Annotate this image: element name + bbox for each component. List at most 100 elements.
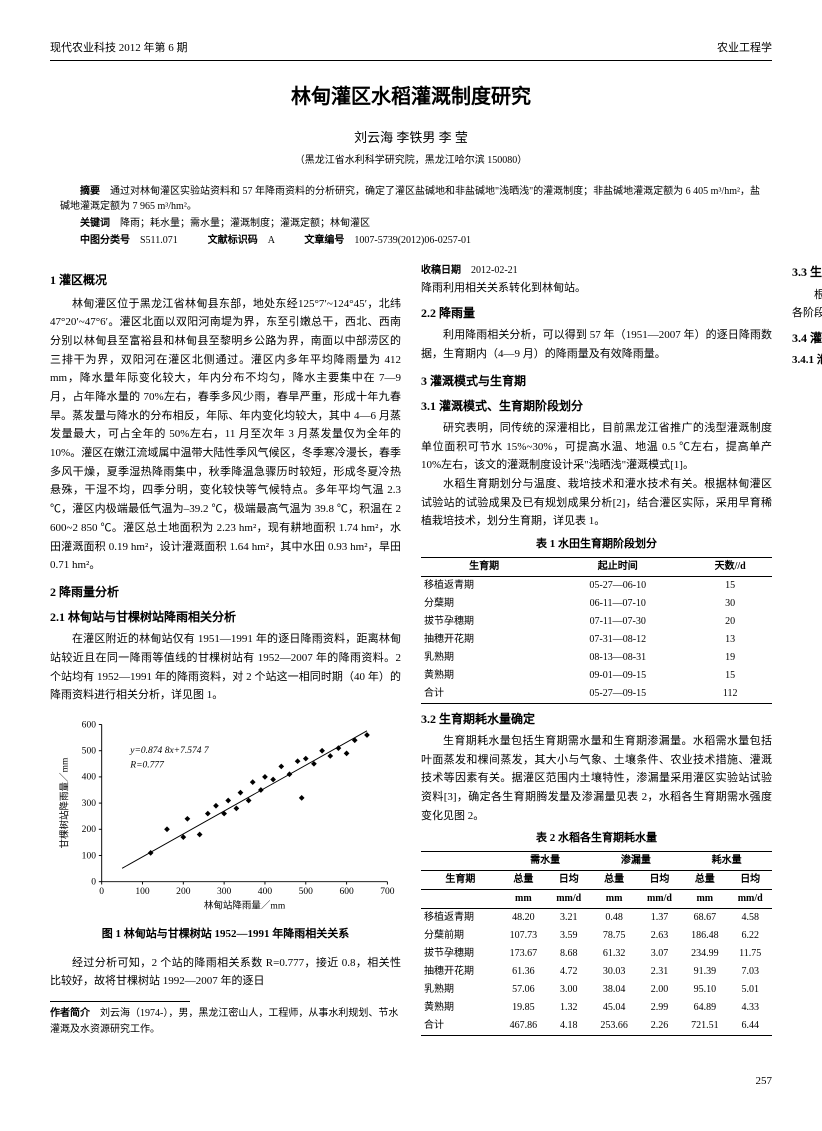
table-row: 黄熟期19.851.3245.042.9964.894.33 [421,999,772,1017]
figure-1: 0100200300400500600700010020030040050060… [50,715,401,944]
table-row: 抽穗开花期07-31—08-1213 [421,631,772,649]
table-header: 生育期 [421,870,500,889]
sec32-heading: 3.2 生育期耗水量确定 [421,710,772,729]
abstract-text: 通过对林甸灌区实验站资料和 57 年降雨资料的分析研究，确定了灌区盐碱地和非盐碱… [60,186,760,212]
header-left: 现代农业科技 2012 年第 6 期 [50,40,188,58]
sec1-heading: 1 灌区概况 [50,271,401,290]
sec31-text1: 研究表明，同传统的深灌相比，目前黑龙江省推广的浅型灌溉制度单位面积可节水 15%… [421,419,772,475]
table-unit: mm/d [547,889,591,908]
clc: S511.071 [140,235,178,246]
date-fn-text: 2012-02-21 [471,265,518,276]
abstract-block: 摘要 通过对林甸灌区实验站资料和 57 年降雨资料的分析研究，确定了灌区盐碱地和… [50,184,772,248]
table-row: 拔节孕穗期07-11—07-3020 [421,613,772,631]
svg-text:600: 600 [82,720,97,730]
table-row: 黄熟期09-01—09-1515 [421,667,772,685]
svg-text:200: 200 [176,887,191,897]
table-row: 合计05-27—09-15112 [421,685,772,704]
sec21-text1: 在灌区附近的林甸站仅有 1951—1991 年的逐日降雨资料，距离林甸站较近且在… [50,630,401,705]
svg-text:100: 100 [82,851,97,861]
table-group-header: 需水量 [500,851,591,870]
art-label: 文章编号 [304,235,344,246]
continued-note: （下转第 264 页） [792,370,822,388]
svg-text:0: 0 [99,887,104,897]
sec2-heading: 2 降雨量分析 [50,583,401,602]
page-number: 257 [50,1073,772,1091]
table-header: 日均 [728,870,772,889]
sec33-heading: 3.3 生育期各阶段水层控制 [792,263,822,282]
table-row: 拔节孕穗期173.678.6861.323.07234.9911.75 [421,945,772,963]
table-header: 起止时间 [547,557,688,576]
table-unit: mm [681,889,728,908]
body-columns: 1 灌区概况 林甸灌区位于黑龙江省林甸县东部，地处东经125°7′~124°45… [50,263,772,1053]
table-row: 乳熟期57.063.0038.042.0095.105.01 [421,981,772,999]
svg-text:400: 400 [258,887,273,897]
sec33-text: 根据林甸试验站观测资料，参照相关资料进行合理分析，确定水稻各阶段适宜水层，详见表… [792,286,822,323]
author-fn-text: 刘云海（1974-），男，黑龙江密山人，工程师，从事水利规划、节水灌溉及水资源研… [50,1008,398,1035]
svg-text:0: 0 [91,878,96,888]
sec31-text2: 水稻生育期划分与温度、栽培技术和灌水技术有关。根据林甸灌区试验站的试验成果及已有… [421,475,772,531]
svg-text:300: 300 [82,799,97,809]
table1-caption: 表 1 水田生育期阶段划分 [421,536,772,554]
table2-caption: 表 2 水稻各生育期耗水量 [421,830,772,848]
col2-continuation: 降雨利用相关关系转化到林甸站。 [421,279,772,298]
authors: 刘云海 李铁男 李 莹 [50,128,772,149]
fig1-caption: 图 1 林甸站与甘棵树站 1952—1991 年降雨相关关系 [50,926,401,944]
sec21-heading: 2.1 林甸站与甘棵树站降雨相关分析 [50,608,401,627]
table-group-header: 渗漏量 [591,851,682,870]
doc-label: 文献标识码 [208,235,258,246]
svg-text:100: 100 [135,887,150,897]
sec22-text: 利用降雨相关分析，可以得到 57 年（1951—2007 年）的逐日降雨数据，生… [421,326,772,363]
affiliation: （黑龙江省水利科学研究院，黑龙江哈尔滨 150080） [50,153,772,169]
table-1: 生育期起止时间天数//d移植返青期05-27—06-1015分蘖期06-11—0… [421,557,772,704]
scatter-chart: 0100200300400500600700010020030040050060… [50,715,401,915]
sec1-text: 林甸灌区位于黑龙江省林甸县东部，地处东经125°7′~124°45′，北纬 47… [50,295,401,575]
table-header: 日均 [638,870,682,889]
table-row: 抽穗开花期61.364.7230.032.3191.397.03 [421,963,772,981]
svg-text:y=0.874 8x+7.574 7: y=0.874 8x+7.574 7 [129,746,210,756]
sec22-heading: 2.2 降雨量 [421,304,772,323]
table-row: 分蘖期06-11—07-1030 [421,595,772,613]
abstract-label: 摘要 [80,186,100,197]
table-group-header [421,851,500,870]
sec31-heading: 3.1 灌溉模式、生育期阶段划分 [421,397,772,416]
table-row: 乳熟期08-13—08-3119 [421,649,772,667]
keywords-text: 降雨；耗水量；需水量；灌溉制度；灌溉定额；林甸灌区 [120,218,370,229]
article-id: 1007-5739(2012)06-0257-01 [354,235,471,246]
svg-text:500: 500 [299,887,314,897]
table-row: 移植返青期48.203.210.481.3768.674.58 [421,908,772,927]
author-fn-label: 作者简介 [50,1008,90,1019]
table-unit: mm/d [728,889,772,908]
table-unit: mm [500,889,547,908]
date-footnote: 收稿日期 2012-02-21 [421,263,772,279]
table-row: 合计467.864.18253.662.26721.516.44 [421,1017,772,1036]
page-header: 现代农业科技 2012 年第 6 期 农业工程学 [50,40,772,61]
sec34-heading: 3.4 灌溉制度的研究 [792,329,822,348]
table-header: 生育期 [421,557,547,576]
svg-text:500: 500 [82,747,97,757]
sec21-text2: 经过分析可知，2 个站的降雨相关系数 R=0.777，接近 0.8，相关性比较好… [50,954,401,991]
sec3-heading: 3 灌溉模式与生育期 [421,372,772,391]
table-row: 移植返青期05-27—06-1015 [421,576,772,595]
table-unit: mm/d [638,889,682,908]
footnote-separator [50,1001,190,1002]
svg-text:甘棵树站降雨量／mm: 甘棵树站降雨量／mm [58,757,70,849]
author-footnote: 作者简介 刘云海（1974-），男，黑龙江密山人，工程师，从事水利规划、节水灌溉… [50,1006,401,1038]
svg-text:200: 200 [82,825,97,835]
svg-text:林甸站降雨量／mm: 林甸站降雨量／mm [204,899,286,911]
table-header: 总量 [591,870,638,889]
svg-text:600: 600 [339,887,354,897]
article-title: 林甸灌区水稻灌溉制度研究 [50,81,772,113]
table-header: 总量 [681,870,728,889]
table-unit: mm [591,889,638,908]
sec32-text: 生育期耗水量包括生育期需水量和生育期渗漏量。水稻需水量包括叶面蒸发和棵间蒸发，其… [421,732,772,825]
clc-label: 中图分类号 [80,235,130,246]
svg-text:300: 300 [217,887,232,897]
svg-text:R=0.777: R=0.777 [129,760,165,770]
table-row: 分蘖前期107.733.5978.752.63186.486.22 [421,927,772,945]
table-header: 日均 [547,870,591,889]
svg-text:400: 400 [82,773,97,783]
table-unit [421,889,500,908]
table-2: 需水量渗漏量耗水量 生育期总量日均总量日均总量日均 mmmm/dmmmm/dmm… [421,851,772,1036]
table-header: 天数//d [688,557,772,576]
sec341-heading: 3.4.1 泡田定额。按下式计算[3]： [792,351,822,370]
